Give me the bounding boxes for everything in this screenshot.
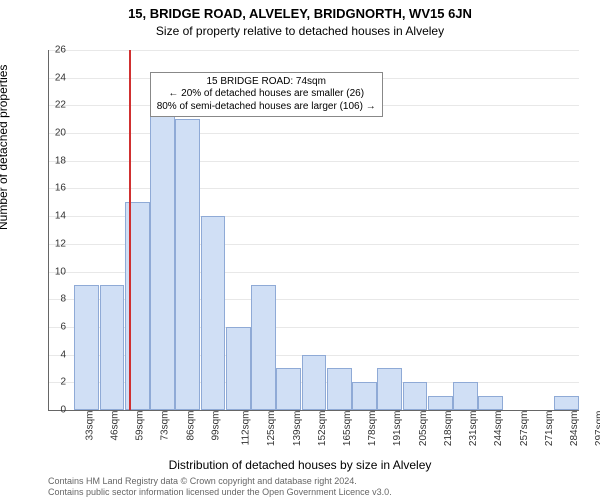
callout-line-2: ← 20% of detached houses are smaller (26… xyxy=(157,88,376,101)
callout-line-1: 15 BRIDGE ROAD: 74sqm xyxy=(157,76,376,89)
y-tick-label: 26 xyxy=(55,45,66,56)
chart-title-sub: Size of property relative to detached ho… xyxy=(0,24,600,38)
y-axis-label: Number of detached properties xyxy=(0,65,10,230)
y-tick-label: 16 xyxy=(55,183,66,194)
footer-attribution: Contains HM Land Registry data © Crown c… xyxy=(48,476,392,498)
x-tick-label: 33sqm xyxy=(84,411,95,441)
chart-title-main: 15, BRIDGE ROAD, ALVELEY, BRIDGNORTH, WV… xyxy=(0,6,600,21)
x-tick-label: 205sqm xyxy=(418,411,429,447)
y-tick-label: 10 xyxy=(55,266,66,277)
y-tick-label: 0 xyxy=(60,405,66,416)
histogram-bar xyxy=(352,382,377,410)
footer-line-1: Contains HM Land Registry data © Crown c… xyxy=(48,476,392,487)
x-axis-label: Distribution of detached houses by size … xyxy=(0,458,600,472)
y-tick-label: 2 xyxy=(60,377,66,388)
y-tick-label: 14 xyxy=(55,211,66,222)
histogram-bar xyxy=(377,368,402,410)
histogram-bar xyxy=(150,105,175,410)
chart-container: 15, BRIDGE ROAD, ALVELEY, BRIDGNORTH, WV… xyxy=(0,0,600,500)
x-tick-label: 86sqm xyxy=(185,411,196,441)
histogram-bar xyxy=(251,285,276,410)
y-tick-label: 8 xyxy=(60,294,66,305)
histogram-bar xyxy=(453,382,478,410)
x-tick-label: 231sqm xyxy=(468,411,479,447)
histogram-bar xyxy=(276,368,301,410)
x-tick-label: 59sqm xyxy=(135,411,146,441)
y-tick-label: 4 xyxy=(60,349,66,360)
histogram-bar xyxy=(226,327,251,410)
x-tick-label: 218sqm xyxy=(443,411,454,447)
x-tick-label: 284sqm xyxy=(569,411,580,447)
x-tick-label: 112sqm xyxy=(240,411,251,446)
x-tick-label: 271sqm xyxy=(544,411,555,447)
x-tick-label: 73sqm xyxy=(160,411,171,441)
x-tick-label: 139sqm xyxy=(292,411,303,447)
histogram-bar xyxy=(554,396,579,410)
x-tick-label: 46sqm xyxy=(109,411,120,441)
y-tick-label: 12 xyxy=(55,238,66,249)
callout-line-3: 80% of semi-detached houses are larger (… xyxy=(157,101,376,114)
x-tick-label: 191sqm xyxy=(393,411,404,447)
y-tick-label: 20 xyxy=(55,128,66,139)
footer-line-2: Contains public sector information licen… xyxy=(48,487,392,498)
x-tick-label: 178sqm xyxy=(367,411,378,447)
x-tick-label: 165sqm xyxy=(342,411,353,447)
histogram-bar xyxy=(302,355,327,410)
callout-box: 15 BRIDGE ROAD: 74sqm← 20% of detached h… xyxy=(150,72,383,118)
histogram-bar xyxy=(74,285,99,410)
histogram-bar xyxy=(403,382,428,410)
x-tick-label: 152sqm xyxy=(317,411,328,447)
histogram-bar xyxy=(428,396,453,410)
plot-area: 33sqm46sqm59sqm73sqm86sqm99sqm112sqm125s… xyxy=(48,50,579,411)
x-tick-label: 125sqm xyxy=(266,411,277,447)
histogram-bar xyxy=(100,285,125,410)
x-tick-label: 257sqm xyxy=(519,411,530,447)
x-tick-label: 99sqm xyxy=(210,411,221,441)
x-tick-label: 297sqm xyxy=(594,411,600,447)
histogram-bar xyxy=(175,119,200,410)
y-tick-label: 22 xyxy=(55,100,66,111)
x-tick-label: 244sqm xyxy=(494,411,505,447)
y-tick-label: 18 xyxy=(55,155,66,166)
y-tick-label: 24 xyxy=(55,72,66,83)
histogram-bar xyxy=(478,396,503,410)
property-marker-line xyxy=(129,50,131,410)
y-tick-label: 6 xyxy=(60,321,66,332)
histogram-bar xyxy=(327,368,352,410)
histogram-bar xyxy=(201,216,226,410)
